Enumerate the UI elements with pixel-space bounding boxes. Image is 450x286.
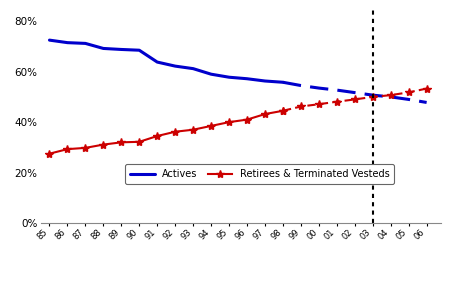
Actives: [154, 60, 160, 64]
Retirees & Terminated Vesteds: [226, 120, 232, 124]
Retirees & Terminated Vesteds: [101, 143, 106, 146]
Actives: [119, 48, 124, 51]
Actives: [190, 67, 196, 70]
Actives: [262, 79, 268, 83]
Actives: [208, 72, 214, 76]
Actives: [137, 49, 142, 52]
Legend: Actives, Retirees & Terminated Vesteds: Actives, Retirees & Terminated Vesteds: [126, 164, 394, 184]
Actives: [47, 38, 52, 42]
Line: Actives: Actives: [50, 40, 283, 82]
Retirees & Terminated Vesteds: [244, 118, 250, 121]
Retirees & Terminated Vesteds: [65, 147, 70, 151]
Retirees & Terminated Vesteds: [280, 109, 286, 112]
Retirees & Terminated Vesteds: [119, 141, 124, 144]
Actives: [226, 76, 232, 79]
Retirees & Terminated Vesteds: [47, 152, 52, 155]
Retirees & Terminated Vesteds: [262, 112, 268, 116]
Actives: [280, 81, 286, 84]
Actives: [244, 77, 250, 80]
Retirees & Terminated Vesteds: [190, 128, 196, 132]
Retirees & Terminated Vesteds: [172, 130, 178, 134]
Line: Retirees & Terminated Vesteds: Retirees & Terminated Vesteds: [45, 107, 287, 158]
Actives: [101, 47, 106, 50]
Actives: [83, 42, 88, 45]
Actives: [65, 41, 70, 44]
Retirees & Terminated Vesteds: [208, 124, 214, 128]
Actives: [172, 64, 178, 68]
Retirees & Terminated Vesteds: [83, 146, 88, 150]
Retirees & Terminated Vesteds: [154, 134, 160, 138]
Retirees & Terminated Vesteds: [137, 140, 142, 144]
